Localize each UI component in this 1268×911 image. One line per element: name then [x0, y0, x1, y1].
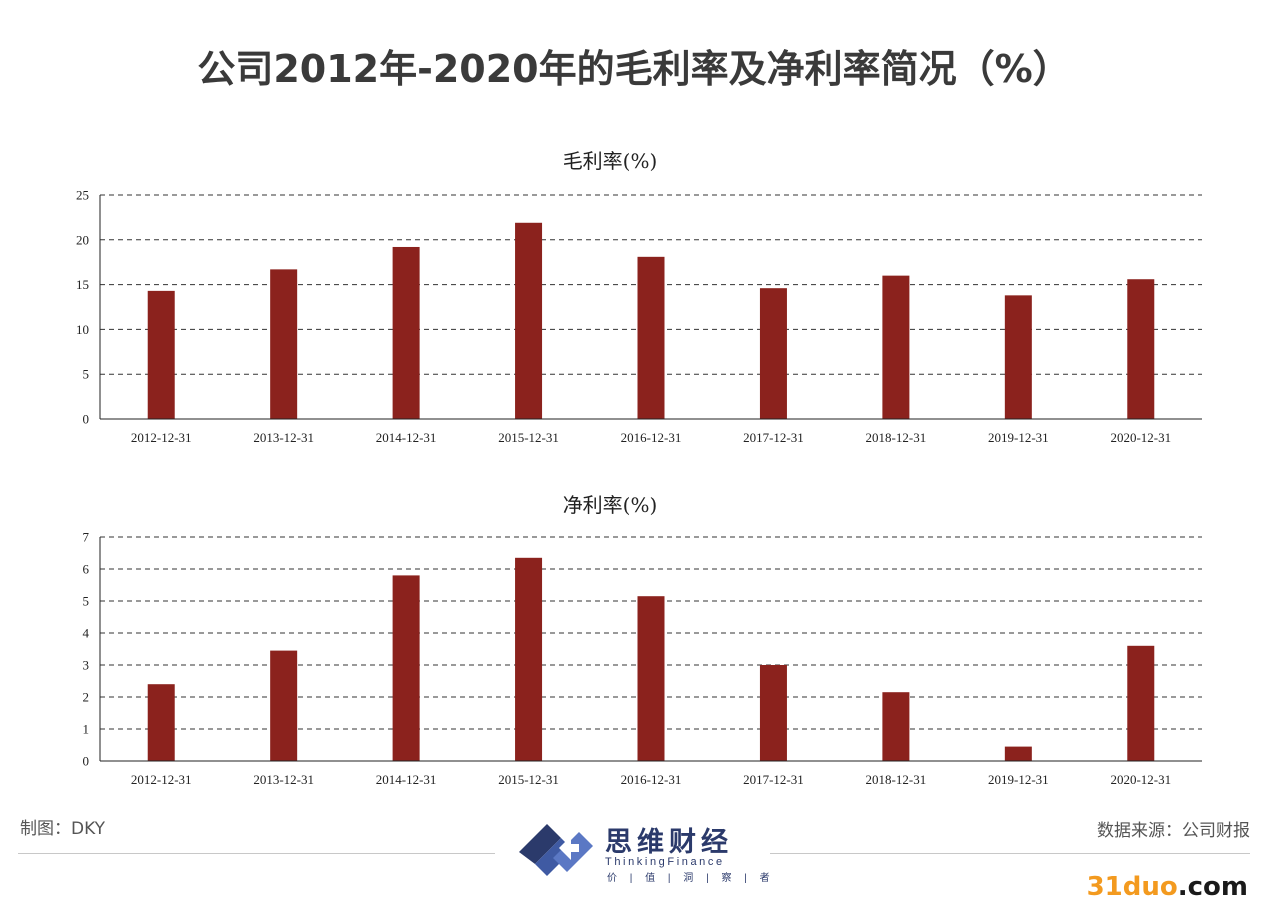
net-margin-xtick-label: 2014-12-31: [376, 772, 437, 787]
footer-rule-right: [770, 853, 1250, 854]
gross-margin-bar: [392, 246, 420, 419]
gross-margin-bar: [270, 269, 298, 419]
watermark-accent: 31duo: [1086, 872, 1178, 902]
site-watermark: 31duo.com: [1087, 872, 1248, 902]
gross-margin-xtick-label: 2013-12-31: [253, 430, 314, 445]
net-margin-ytick-label: 2: [83, 690, 90, 705]
gross-margin-xtick-label: 2018-12-31: [866, 430, 927, 445]
gross-margin-xtick-label: 2017-12-31: [743, 430, 804, 445]
gross-margin-ytick-label: 20: [76, 232, 89, 247]
gross-margin-ytick-label: 15: [76, 277, 89, 292]
brand-logo-subtitle: ThinkingFinance: [605, 856, 725, 868]
net-margin-chart: 净利率(%) 0 1 2 3 4 5 6 7 2012-12-31 2013-12-31 2014-…: [83, 493, 1202, 787]
chart-credit: 制图：DKY: [20, 819, 106, 839]
gross-margin-xtick-label: 2015-12-31: [498, 430, 559, 445]
net-margin-xtick-label: 2020-12-31: [1110, 772, 1171, 787]
net-margin-ytick-label: 6: [83, 562, 90, 577]
gross-margin-bar: [1004, 295, 1032, 419]
gross-margin-xtick-label: 2012-12-31: [131, 430, 192, 445]
net-margin-bar: [270, 650, 298, 761]
net-margin-ytick-label: 5: [83, 594, 90, 609]
gross-margin-xtick-label: 2020-12-31: [1110, 430, 1171, 445]
net-margin-chart-title: 净利率(%): [563, 493, 658, 517]
gross-margin-ytick-label: 5: [83, 367, 90, 382]
net-margin-bar: [147, 684, 175, 761]
brand-logo-icon: [519, 824, 593, 876]
watermark-suffix: .com: [1177, 872, 1248, 902]
net-margin-xtick-label: 2019-12-31: [988, 772, 1049, 787]
net-margin-bar: [882, 692, 910, 761]
brand-logo: 思维财经 ThinkingFinance 价 | 值 | 洞 | 察 | 者: [513, 816, 770, 886]
data-source: 数据来源：公司财报: [1097, 821, 1250, 841]
net-margin-ytick-label: 4: [83, 626, 90, 641]
net-margin-xtick-label: 2015-12-31: [498, 772, 559, 787]
footer-rule-left: [18, 853, 495, 854]
net-margin-ytick-label: 0: [83, 754, 90, 769]
net-margin-ytick-label: 1: [83, 722, 90, 737]
gross-margin-bar: [637, 256, 665, 419]
gross-margin-bar: [1127, 279, 1155, 419]
net-margin-ytick-label: 3: [83, 658, 90, 673]
gross-margin-xtick-label: 2014-12-31: [376, 430, 437, 445]
brand-logo-motto: 价 | 值 | 洞 | 察 | 者: [607, 873, 775, 884]
net-margin-xtick-label: 2013-12-31: [253, 772, 314, 787]
gross-margin-bar: [515, 222, 543, 419]
gross-margin-ytick-label: 0: [83, 412, 90, 427]
net-margin-bar: [759, 665, 787, 761]
net-margin-xtick-label: 2018-12-31: [866, 772, 927, 787]
gross-margin-bar: [759, 288, 787, 419]
net-margin-bar: [515, 557, 543, 761]
net-margin-bar: [1004, 746, 1032, 761]
net-margin-xtick-label: 2016-12-31: [621, 772, 682, 787]
net-margin-bar: [1127, 645, 1155, 761]
net-margin-bar: [637, 596, 665, 761]
net-margin-xtick-label: 2012-12-31: [131, 772, 192, 787]
gross-margin-chart: 毛利率(%) 0 5 10 15 20 25 2012-12-31 2013-12-31 201…: [76, 149, 1202, 445]
net-margin-bar: [392, 575, 420, 761]
gross-margin-xtick-label: 2016-12-31: [621, 430, 682, 445]
gross-margin-bar: [147, 290, 175, 419]
gross-margin-chart-title: 毛利率(%): [563, 149, 658, 173]
net-margin-xtick-label: 2017-12-31: [743, 772, 804, 787]
brand-logo-name: 思维财经: [605, 827, 733, 858]
gross-margin-ytick-label: 10: [76, 322, 89, 337]
gross-margin-xtick-label: 2019-12-31: [988, 430, 1049, 445]
page-title: 公司2012年-2020年的毛利率及净利率简况（%）: [197, 47, 1071, 91]
gross-margin-ytick-label: 25: [76, 188, 89, 203]
net-margin-ytick-label: 7: [83, 530, 90, 545]
gross-margin-bar: [882, 275, 910, 419]
